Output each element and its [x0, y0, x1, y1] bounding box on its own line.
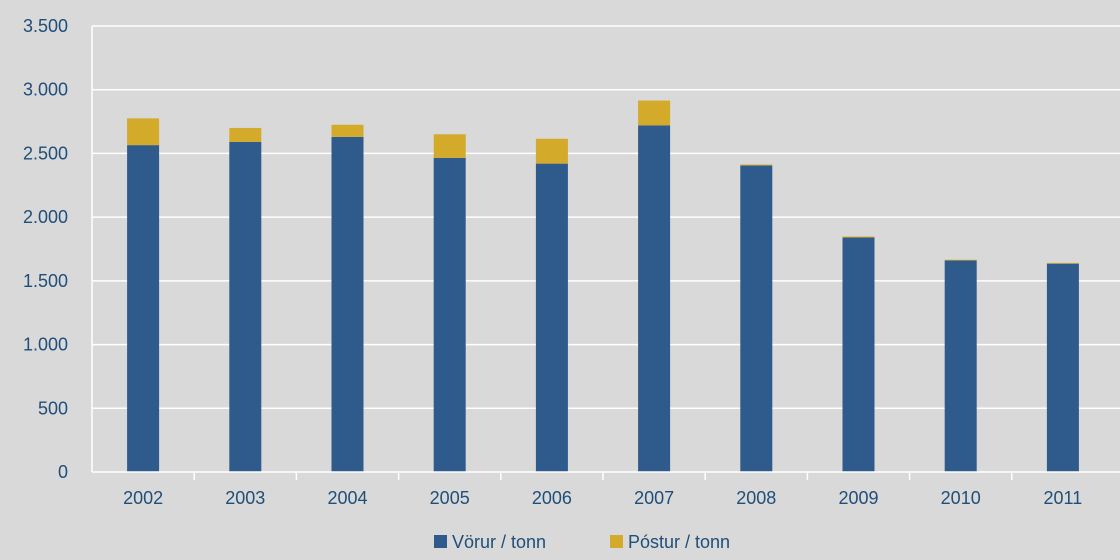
- y-tick-label: 2.500: [23, 143, 68, 163]
- bar-postur-2011: [1046, 262, 1079, 264]
- bar-postur-2004: [331, 124, 364, 137]
- legend-swatch-postur: [610, 535, 623, 548]
- y-tick-label: 500: [38, 398, 68, 418]
- bar-vorur-2007: [638, 125, 671, 472]
- legend: Vörur / tonn Póstur / tonn: [434, 532, 730, 552]
- bar-vorur-2003: [229, 141, 262, 472]
- x-tick-label: 2009: [838, 488, 878, 508]
- bar-vorur-2009: [842, 237, 875, 472]
- x-tick-label: 2008: [736, 488, 776, 508]
- x-tick-label: 2006: [532, 488, 572, 508]
- bars: [127, 100, 1079, 473]
- legend-label-postur: Póstur / tonn: [628, 532, 730, 552]
- bar-vorur-2004: [331, 136, 364, 472]
- x-tick-label: 2007: [634, 488, 674, 508]
- y-axis-tick-labels: 0 500 1.000 1.500 2.000 2.500 3.000 3.500: [23, 16, 68, 482]
- y-tick-label: 3.000: [23, 80, 68, 100]
- y-tick-label: 3.500: [23, 16, 68, 36]
- x-tick-label: 2011: [1044, 488, 1083, 508]
- x-axis: 2002 2003 2004 2005 2006 2007 2008 2009 2010 2011: [91, 26, 1120, 508]
- bar-vorur-2010: [944, 260, 977, 472]
- bar-postur-2003: [229, 127, 262, 142]
- bar-postur-2006: [535, 138, 568, 164]
- bar-postur-2005: [433, 134, 466, 158]
- y-tick-label: 2.000: [23, 207, 68, 227]
- legend-swatch-vorur: [434, 535, 447, 548]
- bar-postur-2009: [842, 236, 875, 238]
- legend-label-vorur: Vörur / tonn: [452, 532, 546, 552]
- bar-vorur-2006: [535, 163, 568, 472]
- y-tick-label: 1.500: [23, 271, 68, 291]
- bar-postur-2002: [127, 118, 160, 146]
- x-tick-label: 2003: [225, 488, 265, 508]
- bar-postur-2010: [944, 259, 977, 261]
- bar-vorur-2008: [740, 165, 773, 472]
- bar-vorur-2005: [433, 157, 466, 473]
- x-tick-label: 2010: [941, 488, 981, 508]
- bar-vorur-2011: [1046, 263, 1079, 472]
- x-tick-label: 2002: [123, 488, 163, 508]
- gridlines: [92, 25, 1120, 410]
- y-tick-label: 1.000: [23, 335, 68, 355]
- x-tick-label: 2004: [327, 488, 367, 508]
- y-tick-label: 0: [58, 462, 68, 482]
- bar-vorur-2002: [127, 145, 160, 472]
- x-tick-label: 2005: [430, 488, 470, 508]
- bar-postur-2008: [740, 164, 773, 166]
- bar-postur-2007: [638, 100, 671, 126]
